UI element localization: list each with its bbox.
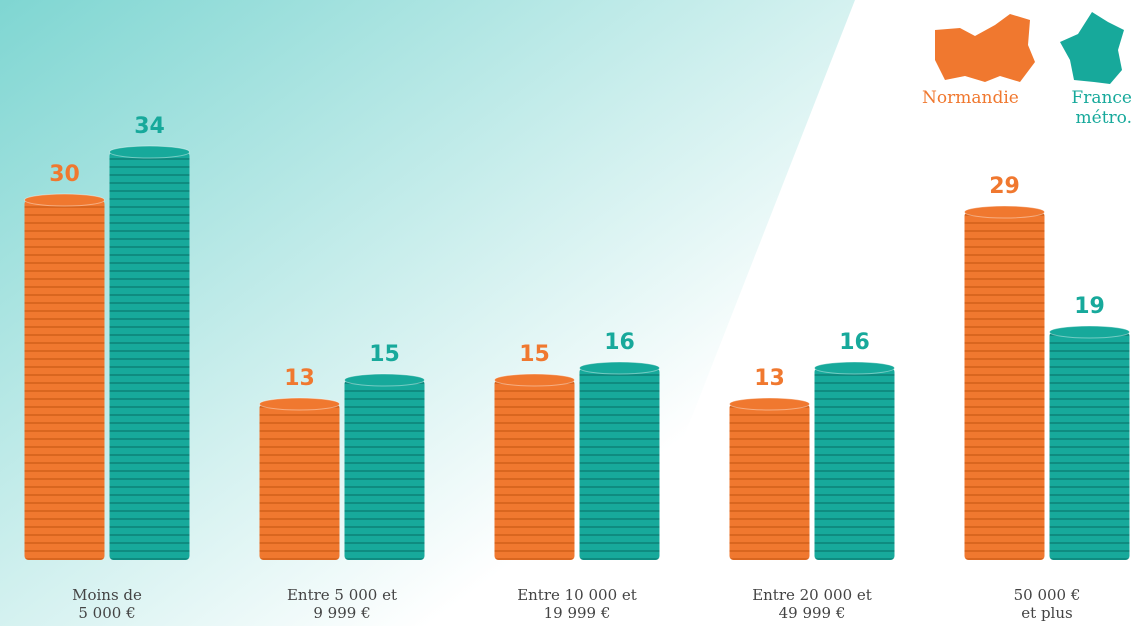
coin-top <box>344 373 425 387</box>
coin-stack <box>24 200 105 560</box>
coin-top <box>24 193 105 207</box>
coin-top <box>259 397 340 411</box>
coin-top <box>729 397 810 411</box>
value-label: 13 <box>284 366 315 391</box>
x-tick-label: Entre 5 000 et 9 999 € <box>286 586 398 622</box>
x-tick-label: Entre 20 000 et 49 999 € <box>752 586 872 622</box>
x-tick-label: 50 000 € et plus <box>1013 586 1081 622</box>
value-label: 15 <box>369 342 400 367</box>
coin-stack <box>344 380 425 560</box>
coin-top <box>1049 325 1130 339</box>
legend-label: Normandie <box>922 88 1019 108</box>
coin-top <box>964 205 1045 219</box>
coin-stack <box>259 404 340 560</box>
value-label: 16 <box>839 330 870 355</box>
coin-stack <box>109 152 190 560</box>
value-label: 15 <box>519 342 550 367</box>
value-label: 34 <box>134 114 165 139</box>
coin-top <box>579 361 660 375</box>
coin-stack <box>814 368 895 560</box>
x-tick-label: Moins de 5 000 € <box>72 586 142 622</box>
value-label: 16 <box>604 330 635 355</box>
coin-stack <box>1049 332 1130 560</box>
normandie-map <box>935 14 1035 82</box>
value-label: 29 <box>989 174 1020 199</box>
x-tick-label: Entre 10 000 et 19 999 € <box>517 586 637 622</box>
coin-stack <box>579 368 660 560</box>
coin-stack <box>494 380 575 560</box>
coin-top <box>814 361 895 375</box>
value-label: 13 <box>754 366 785 391</box>
coin-stack <box>964 212 1045 560</box>
legend-label: France métro. <box>1071 88 1132 128</box>
value-label: 19 <box>1074 294 1105 319</box>
value-label: 30 <box>49 162 80 187</box>
coin-top <box>494 373 575 387</box>
coin-top <box>109 145 190 159</box>
france-map <box>1060 12 1124 84</box>
coin-stack <box>729 404 810 560</box>
